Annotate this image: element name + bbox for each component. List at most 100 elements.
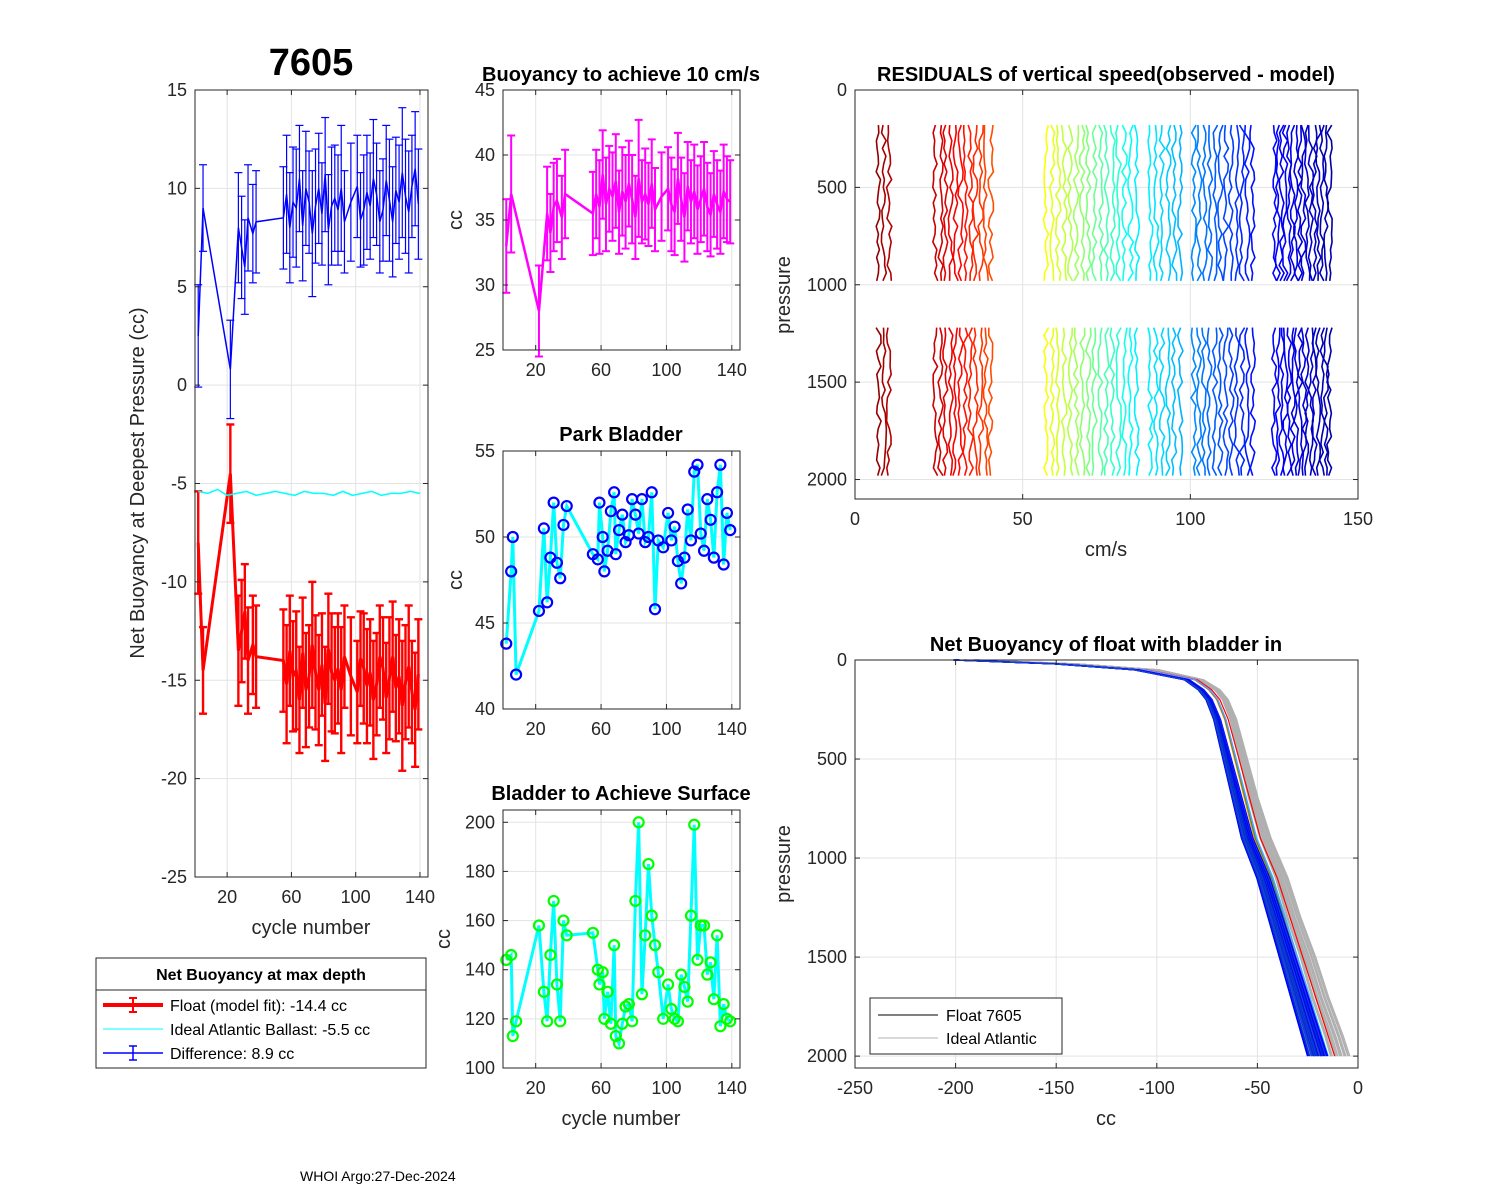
legend-difference-label: Difference: 8.9 cc [170, 1046, 294, 1063]
park_bladder-point [550, 556, 564, 569]
profile-xlabel: cc [1096, 1108, 1116, 1130]
residuals-residual-profile [1211, 327, 1219, 476]
bladder_surface-xtick-label: 60 [591, 1078, 611, 1098]
residuals-residual-profile [987, 327, 994, 476]
residuals-residual-profile [1228, 327, 1235, 476]
residuals-residual-profile [1296, 125, 1304, 282]
bladder-surface-ylabel: cc [433, 929, 455, 949]
residuals-residual-profile [1109, 327, 1116, 476]
park_bladder-point [547, 496, 560, 509]
net_buoyancy-ytick-label: 10 [167, 178, 187, 198]
bladder_surface-ytick-label: 140 [465, 960, 495, 980]
residuals-residual-profile [1091, 327, 1098, 476]
residuals-residual-profile [952, 125, 959, 282]
park_bladder-point [619, 536, 632, 549]
bladder-surface-panel: 20 60 100 140 100 120 140 160 180 200 Bladder to … [433, 783, 751, 1130]
residuals-xlabel: cm/s [1085, 539, 1127, 561]
park_bladder-point [608, 486, 621, 499]
residuals-residual-profile [1234, 124, 1240, 281]
profile-axes-box [854, 659, 1359, 1069]
profile-legend-box [869, 997, 1063, 1055]
residuals-residual-profile [1315, 124, 1322, 281]
net_buoyancy-ytick-label: -25 [161, 867, 187, 887]
park_bladder-point [678, 551, 691, 564]
legend-ideal-label: Ideal Atlantic Ballast: -5.5 cc [170, 1022, 370, 1039]
park_bladder-xtick-label: 140 [717, 719, 747, 739]
park_bladder-point [541, 596, 554, 609]
residuals-residual-profile [1238, 327, 1246, 476]
residuals-residual-profile [1170, 327, 1178, 476]
residuals-residual-profile [1078, 327, 1086, 476]
bladder-surface-title: Bladder to Achieve Surface [491, 783, 750, 805]
park_bladder-point [691, 458, 704, 471]
residuals-residual-profile [1127, 124, 1135, 282]
bladder_surface-point [550, 978, 564, 991]
net_buoyancy_profile-ytick-label: 1000 [807, 848, 847, 868]
residuals-ytick-label: 1000 [807, 275, 847, 295]
net_buoyancy_profile-xtick-label: -200 [938, 1078, 974, 1098]
buoyancy_10cms-ytick-label: 30 [475, 275, 495, 295]
residuals-residual-profile [1212, 124, 1219, 282]
net_buoyancy-ytick-label: -10 [161, 572, 187, 592]
residuals-residual-profile [1042, 124, 1050, 281]
bladder_surface-point [657, 1012, 670, 1025]
park_bladder-point [694, 527, 707, 540]
bladder_surface-point [609, 1029, 622, 1043]
bladder_surface-point [697, 919, 711, 932]
park_bladder-point [704, 513, 717, 526]
park-bladder-axes-box [502, 450, 741, 710]
residuals-residual-profile [885, 125, 893, 281]
residuals-residual-profile [1195, 327, 1203, 476]
residuals-residual-profile [1072, 125, 1080, 282]
bladder_surface-ytick-label: 100 [465, 1058, 495, 1078]
net-buoyancy-panel: 20 60 100 140 -25 -20 -15 -10 -5 0 5 10 15 7605 cycl… [127, 42, 435, 939]
residuals-residual-profile [1147, 327, 1154, 476]
bladder_surface-point [661, 978, 675, 991]
park_bladder-point [697, 544, 711, 557]
park_bladder-point [717, 558, 730, 571]
park-bladder-title: Park Bladder [559, 424, 683, 446]
residuals-ytick-label: 1500 [807, 372, 847, 392]
residuals-residual-profile [1090, 124, 1098, 282]
park_bladder-point [668, 520, 681, 533]
residuals-residual-profile [1084, 124, 1092, 282]
net_buoyancy_profile-xtick-label: -150 [1038, 1078, 1074, 1098]
residuals-residual-profile [1300, 327, 1308, 476]
residuals-residual-profile [1285, 124, 1293, 282]
park_bladder-point [509, 668, 523, 681]
net_buoyancy-xtick-label: 20 [217, 887, 237, 907]
profile-legend: Float 7605 Ideal Atlantic [869, 997, 1063, 1055]
residuals-residual-profile [977, 327, 985, 476]
park_bladder-point [648, 603, 662, 616]
bladder_surface-ytick-label: 180 [465, 861, 495, 881]
residuals-residual-profile [1098, 124, 1104, 281]
residuals-residual-profile [1206, 125, 1214, 282]
bladder_surface-point [608, 939, 621, 952]
footer-credit: WHOI Argo:27-Dec-2024 [300, 1168, 456, 1184]
profile-legend-ideal-label: Ideal Atlantic [946, 1031, 1037, 1048]
residuals-residual-profile [1222, 327, 1230, 476]
bladder_surface-point [678, 980, 691, 994]
profile-legend-float-label: Float 7605 [946, 1008, 1022, 1025]
residuals-residual-profile [1158, 327, 1166, 476]
residuals-residual-profile [942, 327, 949, 476]
residuals-residual-profile [1152, 124, 1160, 281]
park-bladder-ticks: 20 60 100 140 40 45 50 55 [475, 441, 747, 739]
bladder_surface-ytick-label: 200 [465, 812, 495, 832]
park_bladder-point [629, 508, 642, 521]
park_bladder-point [598, 565, 611, 578]
legend-float-label: Float (model fit): -14.4 cc [170, 998, 347, 1015]
profile-ylabel: pressure [773, 825, 795, 903]
residuals-residual-profile [1115, 327, 1122, 476]
net_buoyancy-ytick-label: -5 [171, 474, 187, 494]
bladder_surface-point [717, 998, 730, 1011]
bladder_surface-ytick-label: 120 [465, 1009, 495, 1029]
park_bladder-point [604, 505, 617, 518]
residuals-residual-profile [932, 327, 939, 477]
residuals-residual-profile [1227, 124, 1235, 281]
bladder_surface-point [704, 956, 717, 969]
residuals-ylabel: pressure [773, 256, 795, 334]
